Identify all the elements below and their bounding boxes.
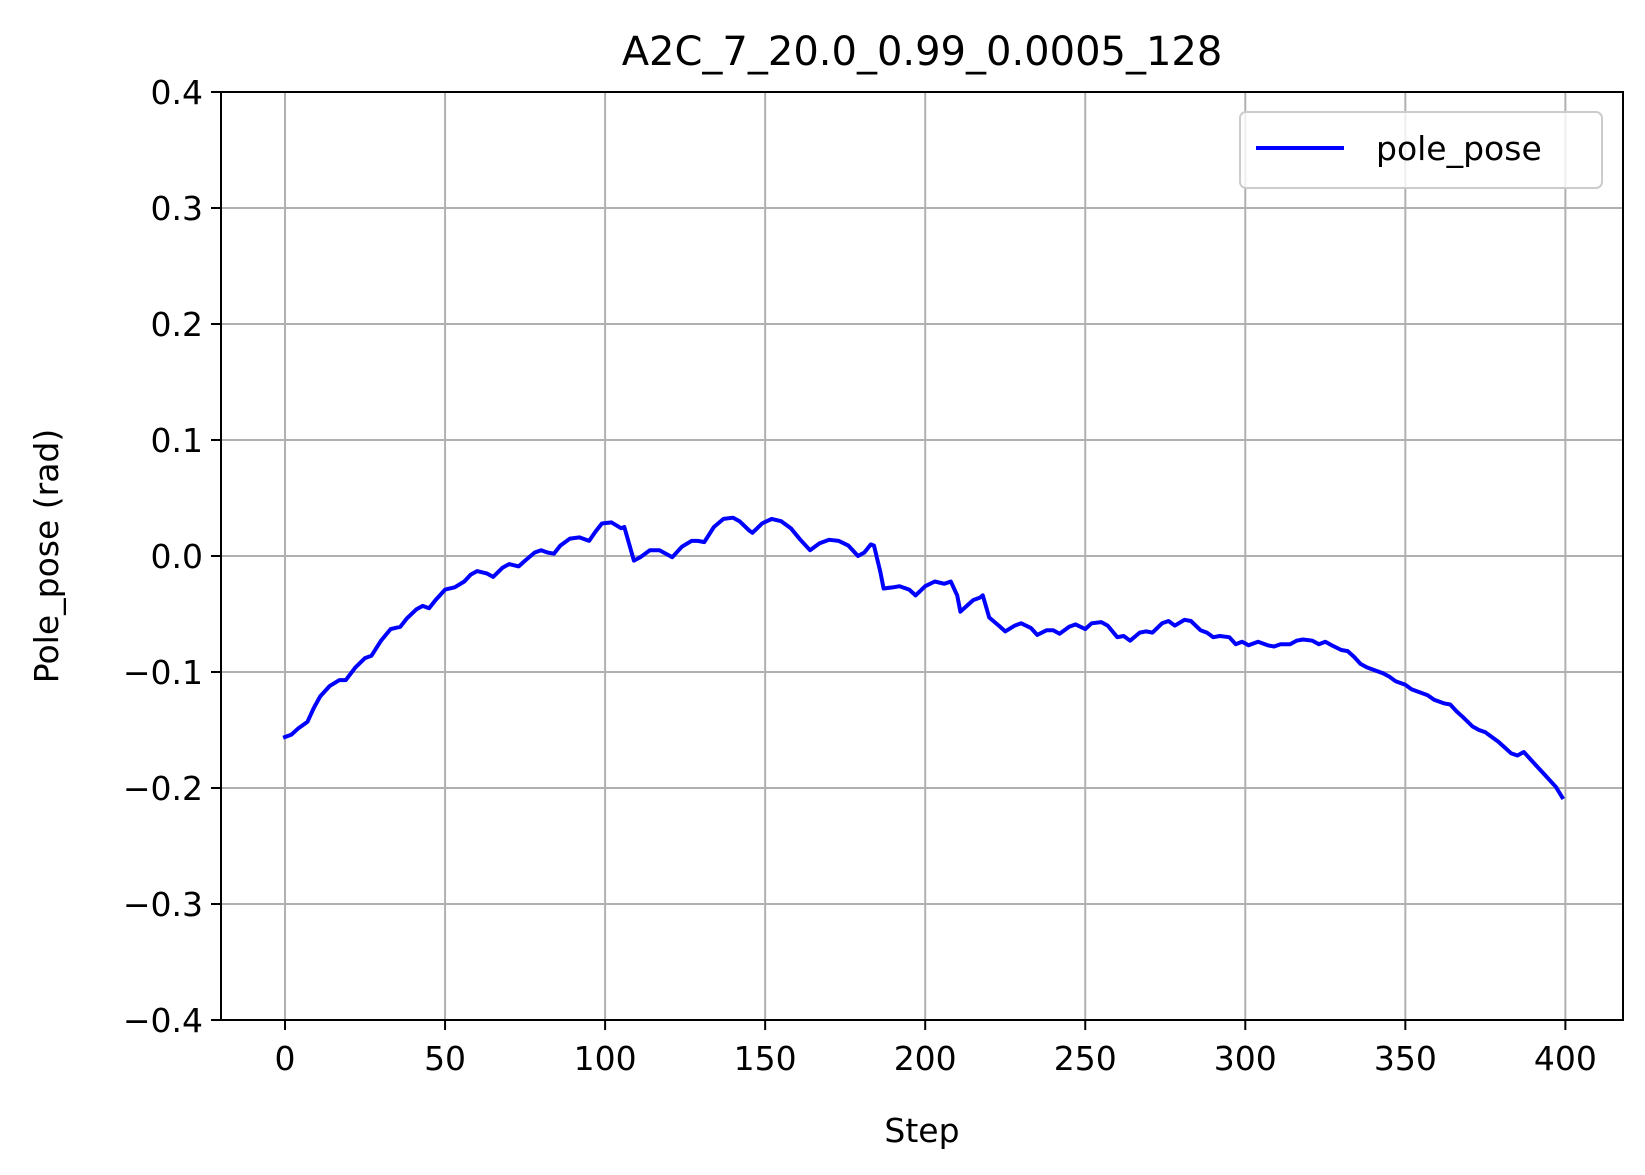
- y-axis-title: Pole_pose (rad): [27, 429, 66, 684]
- y-tick-label: −0.4: [123, 1001, 203, 1040]
- series-layer: [282, 515, 1565, 801]
- y-tick-label: −0.3: [123, 885, 203, 924]
- x-tick-label: 200: [894, 1039, 957, 1078]
- y-tick-label: −0.2: [123, 769, 203, 808]
- x-axis-title: Step: [884, 1111, 959, 1150]
- x-axis-ticks: 0 50 100 150 200 250 300 350 400: [275, 1020, 1597, 1078]
- x-tick-label: 50: [424, 1039, 466, 1078]
- y-tick-label: 0.4: [151, 73, 203, 112]
- y-axis-ticks: −0.4 −0.3 −0.2 −0.1 0.0 0.1 0.2 0.3 0.4: [123, 73, 221, 1040]
- x-tick-label: 300: [1214, 1039, 1277, 1078]
- legend: pole_pose: [1239, 111, 1603, 189]
- y-tick-label: 0.2: [151, 305, 203, 344]
- x-tick-label: 0: [275, 1039, 296, 1078]
- x-tick-label: 150: [734, 1039, 797, 1078]
- y-tick-label: 0.1: [151, 421, 203, 460]
- y-tick-label: 0.0: [151, 537, 203, 576]
- x-tick-label: 250: [1054, 1039, 1117, 1078]
- y-tick-label: 0.3: [151, 189, 203, 228]
- x-tick-label: 350: [1374, 1039, 1437, 1078]
- y-tick-label: −0.1: [123, 653, 203, 692]
- x-tick-label: 100: [574, 1039, 637, 1078]
- legend-label-pole-pose: pole_pose: [1376, 129, 1542, 168]
- chart-title: A2C_7_20.0_0.99_0.0005_128: [622, 29, 1223, 75]
- series-line-pole-pose: [282, 515, 1565, 801]
- legend-box: [1239, 111, 1603, 189]
- x-tick-label: 400: [1534, 1039, 1597, 1078]
